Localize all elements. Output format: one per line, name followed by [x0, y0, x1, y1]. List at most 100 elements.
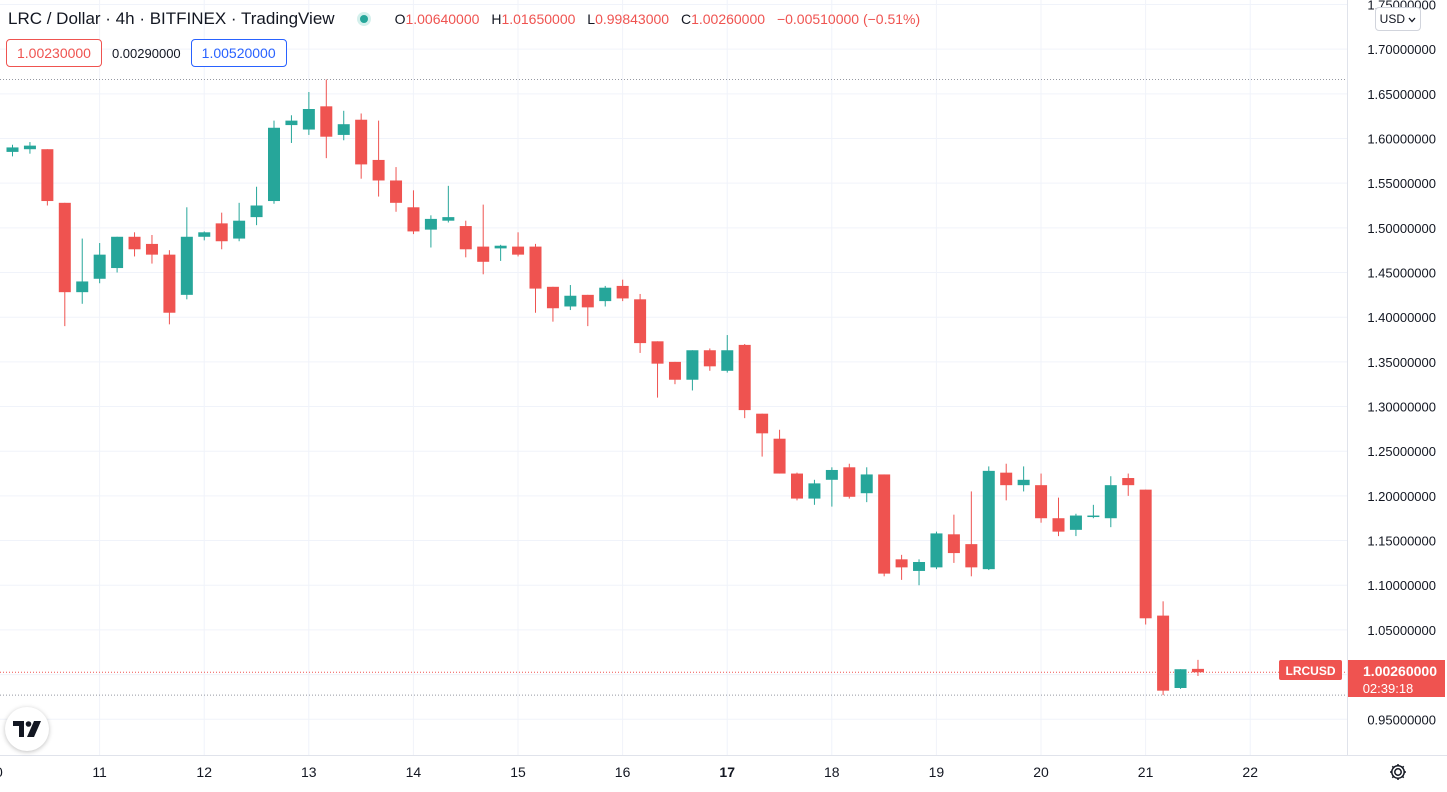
ohlc-values: O1.00640000 H1.01650000 L0.99843000 C1.0…: [395, 11, 929, 27]
candle: [1122, 473, 1135, 496]
candle-body: [145, 243, 158, 255]
gear-icon[interactable]: [1386, 760, 1410, 784]
y-tick-label: 1.15000000: [1367, 534, 1436, 549]
candle-body: [1035, 485, 1048, 519]
candle: [1139, 489, 1152, 625]
y-tick-label: 1.45000000: [1367, 266, 1436, 281]
x-tick-label: 10: [0, 764, 3, 780]
candle-body: [494, 245, 507, 249]
y-tick-label: 1.30000000: [1367, 400, 1436, 415]
candle-body: [198, 232, 211, 237]
candle-body: [668, 361, 681, 380]
candle: [1174, 669, 1187, 689]
candle: [791, 472, 803, 501]
candle: [808, 479, 821, 505]
price-axis[interactable]: 0.950000001.000000001.050000001.10000000…: [1367, 0, 1436, 727]
candle: [878, 474, 891, 577]
y-tick-label: 1.50000000: [1367, 221, 1436, 236]
candle: [390, 167, 403, 212]
candle: [459, 220, 472, 258]
y-tick-label: 1.10000000: [1367, 578, 1436, 593]
change-value: −0.00510000 (−0.51%): [776, 11, 921, 27]
candle: [93, 243, 106, 284]
candle-body: [268, 127, 280, 202]
time-axis[interactable]: 10 11 12 13 14 15 16 17 18 19 20 21 22: [0, 764, 1258, 780]
candle-body: [337, 124, 350, 135]
candle-body: [860, 474, 873, 494]
market-status-icon[interactable]: [356, 12, 371, 26]
candle-body: [599, 287, 612, 302]
candle: [1017, 466, 1030, 492]
y-tick-label: 1.70000000: [1367, 42, 1436, 57]
candle-body: [634, 299, 647, 344]
candle-body: [791, 473, 803, 499]
candle-body: [756, 413, 769, 434]
x-tick-label: 12: [196, 764, 212, 780]
bid-ask-panel: 1.00230000 0.00290000 1.00520000: [6, 39, 287, 67]
candle-body: [163, 254, 176, 313]
candle-body: [546, 286, 559, 309]
candle: [233, 202, 246, 242]
candle-body: [128, 236, 141, 250]
chevron-down-icon: [1408, 12, 1416, 26]
symbol-label-bg: [1279, 660, 1342, 680]
candle-body: [93, 254, 106, 279]
x-tick-label: 21: [1138, 764, 1154, 780]
candle-body: [58, 202, 71, 293]
candle: [512, 232, 525, 257]
candle: [703, 348, 716, 371]
candle-body: [843, 467, 856, 497]
countdown-label: 02:39:18: [1363, 681, 1414, 696]
close-value: 1.00260000: [691, 11, 766, 27]
x-tick-label: 16: [615, 764, 631, 780]
currency-label: USD: [1379, 12, 1405, 26]
chart-legend: LRC / Dollar · 4h · BITFINEX · TradingVi…: [8, 8, 928, 30]
y-tick-label: 1.40000000: [1367, 310, 1436, 325]
candle-body: [512, 246, 525, 255]
currency-select[interactable]: USD: [1375, 7, 1421, 31]
candle: [913, 559, 926, 586]
candle-body: [390, 180, 403, 203]
candle-body: [424, 218, 437, 230]
candle-body: [477, 246, 490, 262]
candle: [529, 243, 542, 313]
candle-body: [23, 145, 36, 150]
candle: [860, 467, 873, 503]
candle: [895, 554, 908, 580]
candle: [982, 466, 995, 571]
candle: [372, 120, 385, 197]
candle-body: [1122, 478, 1135, 486]
candle: [180, 207, 193, 300]
x-tick-label: 22: [1242, 764, 1258, 780]
candle-body: [982, 470, 995, 570]
spread-value: 0.00290000: [111, 45, 181, 61]
candle-body: [895, 559, 908, 568]
tradingview-logo-icon[interactable]: [5, 707, 49, 751]
y-tick-label: 1.35000000: [1367, 355, 1436, 370]
x-tick-label: 19: [929, 764, 945, 780]
candle: [947, 514, 960, 563]
symbol-title[interactable]: LRC / Dollar · 4h · BITFINEX · TradingVi…: [8, 9, 335, 28]
candle-body: [285, 120, 298, 126]
high-value: 1.01650000: [501, 11, 576, 27]
candle-body: [686, 350, 699, 380]
candle-body: [825, 469, 838, 480]
bid-button[interactable]: 1.00230000: [6, 39, 102, 67]
candle-body: [651, 341, 664, 364]
candle-body: [459, 226, 472, 250]
last-price-tag: LRCUSD 1.00260000 02:39:18: [1279, 660, 1445, 697]
y-tick-label: 0.95000000: [1367, 712, 1436, 727]
candle: [616, 279, 629, 302]
ask-button[interactable]: 1.00520000: [190, 39, 287, 67]
candle: [756, 413, 769, 457]
candle: [843, 463, 856, 499]
candle-body: [1157, 615, 1170, 691]
x-tick-label: 15: [510, 764, 526, 780]
candle-body: [1191, 668, 1204, 673]
candle-body: [1017, 479, 1030, 486]
y-tick-label: 1.25000000: [1367, 444, 1436, 459]
candle: [23, 142, 36, 154]
y-tick-label: 1.65000000: [1367, 87, 1436, 102]
candle: [651, 341, 664, 398]
